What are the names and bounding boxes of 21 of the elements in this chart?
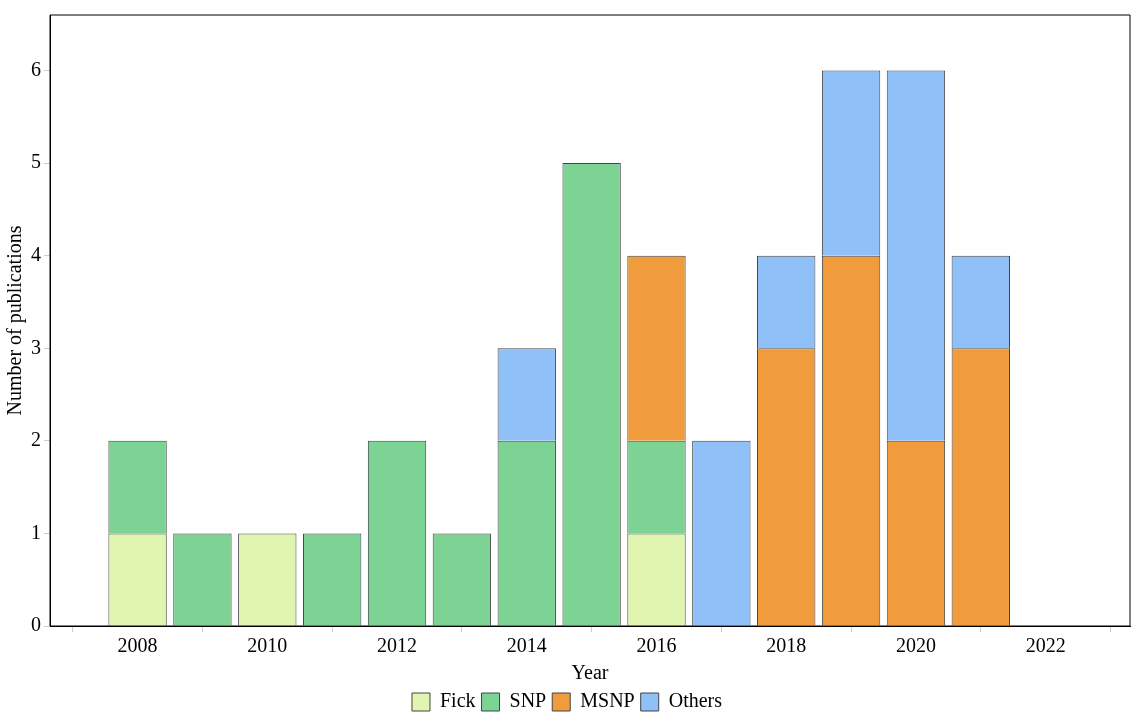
x-tick-label: 2018 (766, 634, 807, 657)
y-tick-label: 3 (31, 335, 41, 358)
x-tick-label: 2010 (247, 634, 288, 657)
legend-label: Fick (439, 689, 476, 712)
x-tick-label: 2008 (117, 634, 158, 657)
legend-label: Others (668, 689, 723, 712)
x-tick-label: 2012 (377, 634, 418, 657)
y-axis-title: Number of publications (3, 225, 27, 416)
legend-label: MSNP (580, 689, 635, 712)
x-tick-label: 2016 (636, 634, 677, 657)
y-tick-label: 2 (31, 428, 41, 451)
x-tick-label: 2014 (506, 634, 547, 657)
y-tick-label: 4 (31, 242, 41, 265)
legend-label: SNP (509, 689, 547, 712)
x-tick-label: 2022 (1025, 634, 1066, 657)
x-tick-label: 2020 (895, 634, 936, 657)
y-tick-label: 1 (31, 520, 41, 543)
x-axis-title: Year (571, 661, 609, 684)
y-tick-label: 0 (31, 613, 41, 636)
y-tick-label: 6 (31, 57, 41, 80)
y-tick-label: 5 (31, 150, 41, 173)
